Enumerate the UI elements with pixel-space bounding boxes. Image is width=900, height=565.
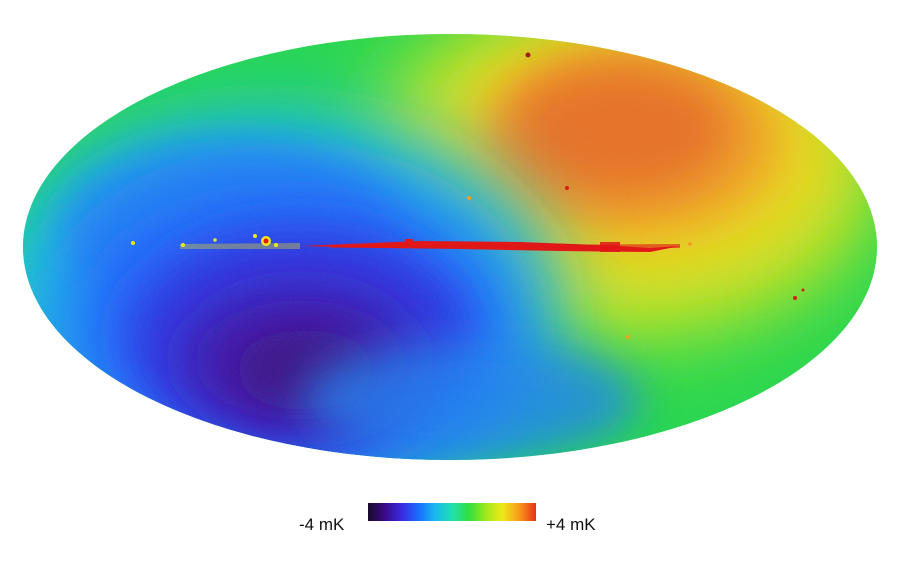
colorbar-gradient <box>368 503 536 521</box>
map-noise <box>23 34 877 460</box>
galactic-plane <box>180 239 680 252</box>
point-sources <box>131 52 805 339</box>
colorbar-max-label: +4 mK <box>546 515 596 534</box>
colorbar-min-label: -4 mK <box>299 515 345 534</box>
sky-map <box>23 34 877 460</box>
colorbar <box>368 503 536 521</box>
